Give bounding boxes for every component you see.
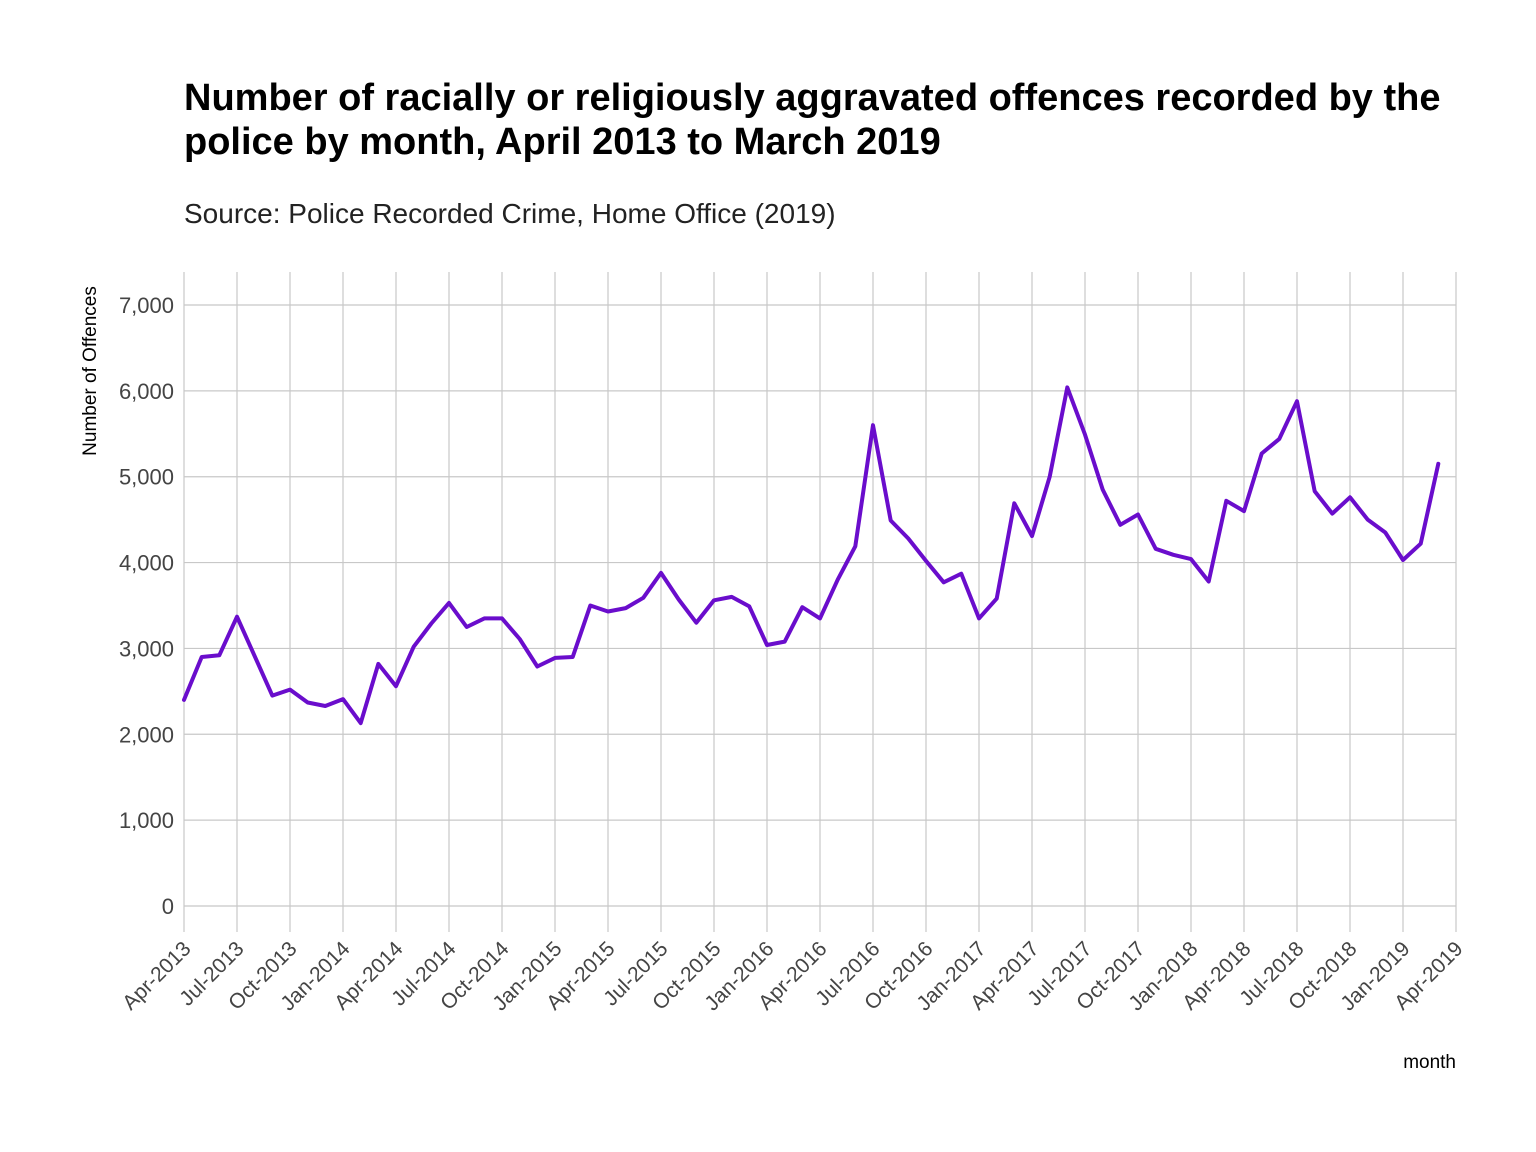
data-point (1207, 579, 1211, 583)
data-point (553, 656, 557, 660)
y-tick-label: 0 (162, 894, 174, 919)
data-point (1277, 437, 1281, 441)
data-point (270, 694, 274, 698)
data-point (1436, 462, 1440, 466)
data-point (1118, 523, 1122, 527)
data-point (1313, 489, 1317, 493)
y-axis-title: Number of Offences (80, 286, 101, 456)
series (182, 385, 1441, 726)
data-point (606, 610, 610, 614)
data-point (836, 578, 840, 582)
data-point (306, 701, 310, 705)
data-point (853, 544, 857, 548)
y-tick-label: 3,000 (119, 636, 174, 661)
x-tick-labels: Apr-2013Jul-2013Oct-2013Jan-2014Apr-2014… (118, 937, 1467, 1015)
data-point (942, 580, 946, 584)
chart-subtitle: Source: Police Recorded Crime, Home Offi… (184, 198, 836, 229)
data-point (1242, 509, 1246, 513)
data-point (376, 662, 380, 666)
data-point (712, 598, 716, 602)
data-point (1065, 385, 1069, 389)
data-point (730, 595, 734, 599)
data-point (747, 604, 751, 608)
data-point (571, 655, 575, 659)
y-tick-labels: 0 1,000 2,000 3,000 4,000 5,000 6,000 7,000 (119, 293, 174, 919)
data-point (694, 621, 698, 625)
data-point (1330, 512, 1334, 516)
data-point (1260, 452, 1264, 456)
data-point (323, 704, 327, 708)
data-point (1171, 553, 1175, 557)
data-point (200, 655, 204, 659)
data-point (871, 423, 875, 427)
data-point (518, 637, 522, 641)
data-point (500, 616, 504, 620)
y-tick-label: 5,000 (119, 465, 174, 490)
data-point (624, 606, 628, 610)
data-point (677, 597, 681, 601)
data-point (253, 654, 257, 658)
data-point (924, 559, 928, 563)
data-point (959, 572, 963, 576)
data-point (412, 645, 416, 649)
data-point (1154, 547, 1158, 551)
data-point (659, 571, 663, 575)
y-tick-label: 4,000 (119, 551, 174, 576)
y-tick-label: 1,000 (119, 808, 174, 833)
data-point (1383, 531, 1387, 535)
data-point (465, 625, 469, 629)
data-point (1295, 399, 1299, 403)
data-point (394, 684, 398, 688)
x-axis-title: month (1403, 1052, 1456, 1073)
y-tick-label: 6,000 (119, 379, 174, 404)
data-point (783, 640, 787, 644)
data-point (1348, 495, 1352, 499)
data-point (217, 653, 221, 657)
data-point (359, 721, 363, 725)
data-point (889, 519, 893, 523)
data-point (1224, 499, 1228, 503)
grid (183, 272, 1457, 932)
data-point (341, 697, 345, 701)
data-point (482, 616, 486, 620)
data-point (1136, 512, 1140, 516)
data-point (429, 622, 433, 626)
chart-title: Number of racially or religiously aggrav… (184, 77, 1441, 163)
data-point (182, 698, 186, 702)
y-tick-label: 2,000 (119, 722, 174, 747)
data-point (977, 616, 981, 620)
data-point (906, 537, 910, 541)
data-point (800, 605, 804, 609)
series-line (182, 385, 1441, 726)
data-point (1030, 534, 1034, 538)
data-point (588, 604, 592, 608)
data-point (1048, 475, 1052, 479)
data-point (235, 615, 239, 619)
data-point (1189, 557, 1193, 561)
data-point (765, 643, 769, 647)
data-point (1101, 488, 1105, 492)
data-point (535, 664, 539, 668)
data-point (1419, 542, 1423, 546)
data-point (818, 616, 822, 620)
data-point (1366, 518, 1370, 522)
data-point (995, 597, 999, 601)
data-point (1401, 558, 1405, 562)
data-point (641, 596, 645, 600)
data-point (447, 601, 451, 605)
data-point (1083, 433, 1087, 437)
y-tick-label: 7,000 (119, 293, 174, 318)
data-point (1012, 501, 1016, 505)
data-point (288, 688, 292, 692)
